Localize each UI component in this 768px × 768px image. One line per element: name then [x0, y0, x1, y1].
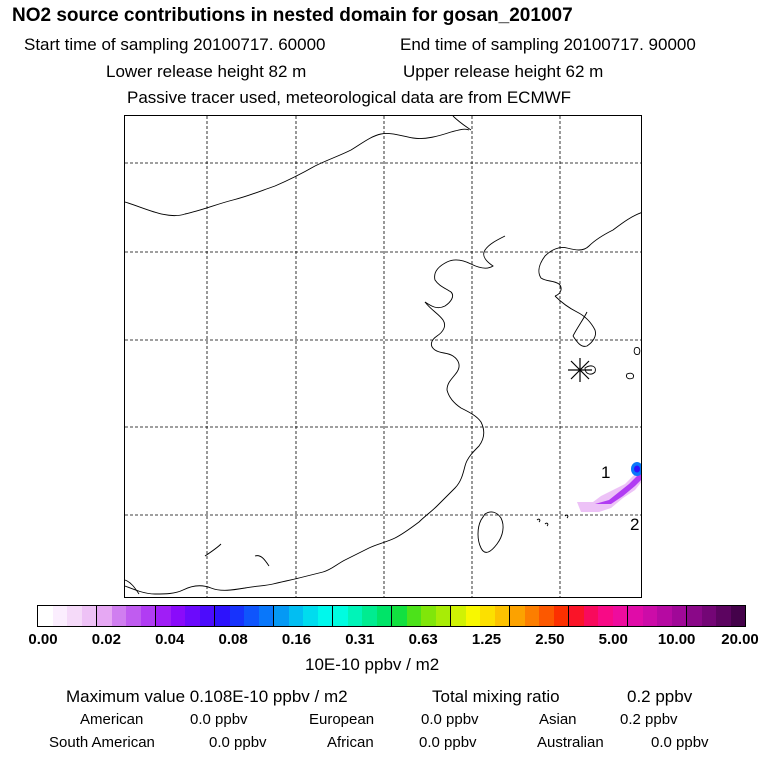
- map-label-2: 2: [630, 515, 639, 534]
- colorbar-swatch: [435, 606, 451, 626]
- colorbar-swatch: [67, 606, 82, 626]
- colorbar-swatch: [716, 606, 731, 626]
- colorbar-tick-label: 0.31: [345, 631, 375, 648]
- region-name-australian: Australian: [537, 734, 604, 751]
- grid-lines: [125, 116, 641, 597]
- region-value-american: 0.0 ppbv: [190, 711, 248, 728]
- colorbar-swatch: [510, 606, 525, 626]
- colorbar-swatch: [81, 606, 97, 626]
- colorbar-swatch: [185, 606, 200, 626]
- colorbar: [37, 605, 746, 627]
- lower-release-label: Lower release height 82 m: [106, 62, 307, 81]
- region-value-south-american: 0.0 ppbv: [209, 734, 267, 751]
- colorbar-tick-label: 20.00: [721, 631, 759, 648]
- colorbar-swatch: [524, 606, 539, 626]
- colorbar-swatch: [156, 606, 171, 626]
- colorbar-swatch: [539, 606, 554, 626]
- colorbar-swatch: [480, 606, 495, 626]
- colorbar-swatch: [303, 606, 318, 626]
- colorbar-swatch: [657, 606, 672, 626]
- colorbar-swatch: [569, 606, 584, 626]
- upper-release-label: Upper release height 62 m: [403, 62, 604, 81]
- colorbar-swatch: [288, 606, 303, 626]
- colorbar-swatch: [126, 606, 141, 626]
- colorbar-swatch: [170, 606, 185, 626]
- colorbar-swatch: [258, 606, 274, 626]
- colorbar-swatch: [392, 606, 407, 626]
- colorbar-swatch: [642, 606, 657, 626]
- region-name-south-american: South American: [49, 734, 155, 751]
- colorbar-swatch: [244, 606, 259, 626]
- receptor-star-icon: [568, 358, 592, 382]
- colorbar-swatch: [628, 606, 643, 626]
- colorbar-swatch: [215, 606, 230, 626]
- region-name-asian: Asian: [539, 711, 577, 728]
- colorbar-swatch: [38, 606, 53, 626]
- colorbar-tick-label: 0.04: [155, 631, 185, 648]
- colorbar-tick-label: 0.08: [218, 631, 248, 648]
- colorbar-swatch: [140, 606, 156, 626]
- colorbar-swatch: [583, 606, 598, 626]
- colorbar-swatch: [376, 606, 392, 626]
- colorbar-tick-label: 10.00: [657, 631, 696, 648]
- colorbar-swatch: [333, 606, 348, 626]
- colorbar-swatch: [362, 606, 377, 626]
- colorbar-tick-label: 0.63: [408, 631, 438, 648]
- colorbar-swatch: [494, 606, 510, 626]
- colorbar-swatch: [612, 606, 628, 626]
- map-label-1: 1: [601, 463, 610, 482]
- colorbar-swatch: [465, 606, 480, 626]
- concentration-plume: [577, 462, 641, 512]
- region-name-european: European: [309, 711, 375, 728]
- plot-title: NO2 source contributions in nested domai…: [12, 5, 573, 26]
- region-value-african: 0.0 ppbv: [419, 734, 477, 751]
- colorbar-tick-label: 0.02: [91, 631, 121, 648]
- colorbar-swatch: [421, 606, 436, 626]
- colorbar-tick-label: 1.25: [471, 631, 502, 648]
- start-time-label: Start time of sampling 20100717. 60000: [24, 35, 326, 54]
- region-value-european: 0.0 ppbv: [421, 711, 479, 728]
- colorbar-swatch: [97, 606, 112, 626]
- colorbar-tick-label: 0.00: [28, 631, 58, 648]
- colorbar-swatch: [730, 606, 745, 626]
- total-mixing-value: 0.2 ppbv: [627, 687, 693, 706]
- colorbar-swatch: [317, 606, 333, 626]
- colorbar-swatch: [553, 606, 569, 626]
- map-canvas: 1 2: [125, 116, 641, 597]
- map-panel: 1 2: [124, 115, 642, 598]
- end-time-label: End time of sampling 20100717. 90000: [400, 35, 696, 54]
- region-name-african: African: [327, 734, 374, 751]
- colorbar-tick-label: 0.16: [281, 631, 312, 648]
- colorbar-swatch: [199, 606, 215, 626]
- total-mixing-label: Total mixing ratio: [432, 687, 560, 706]
- region-value-australian: 0.0 ppbv: [651, 734, 709, 751]
- coastlines: [125, 116, 641, 595]
- colorbar-tick-label: 5.00: [598, 631, 628, 648]
- colorbar-swatch: [274, 606, 289, 626]
- colorbar-swatch: [406, 606, 421, 626]
- colorbar-swatch: [671, 606, 687, 626]
- colorbar-swatch: [347, 606, 362, 626]
- colorbar-swatch: [52, 606, 67, 626]
- colorbar-swatch: [451, 606, 466, 626]
- region-name-american: American: [80, 711, 144, 728]
- colorbar-swatch: [229, 606, 244, 626]
- colorbar-unit: 10E-10 ppbv / m2: [305, 655, 440, 674]
- tracer-note: Passive tracer used, meteorological data…: [127, 88, 572, 107]
- colorbar-swatch: [598, 606, 613, 626]
- colorbar-swatch: [687, 606, 702, 626]
- colorbar-tick-label: 2.50: [535, 631, 565, 648]
- max-value-label: Maximum value 0.108E-10 ppbv / m2: [66, 687, 348, 706]
- region-value-asian: 0.2 ppbv: [620, 711, 678, 728]
- colorbar-swatch: [701, 606, 716, 626]
- colorbar-swatch: [111, 606, 126, 626]
